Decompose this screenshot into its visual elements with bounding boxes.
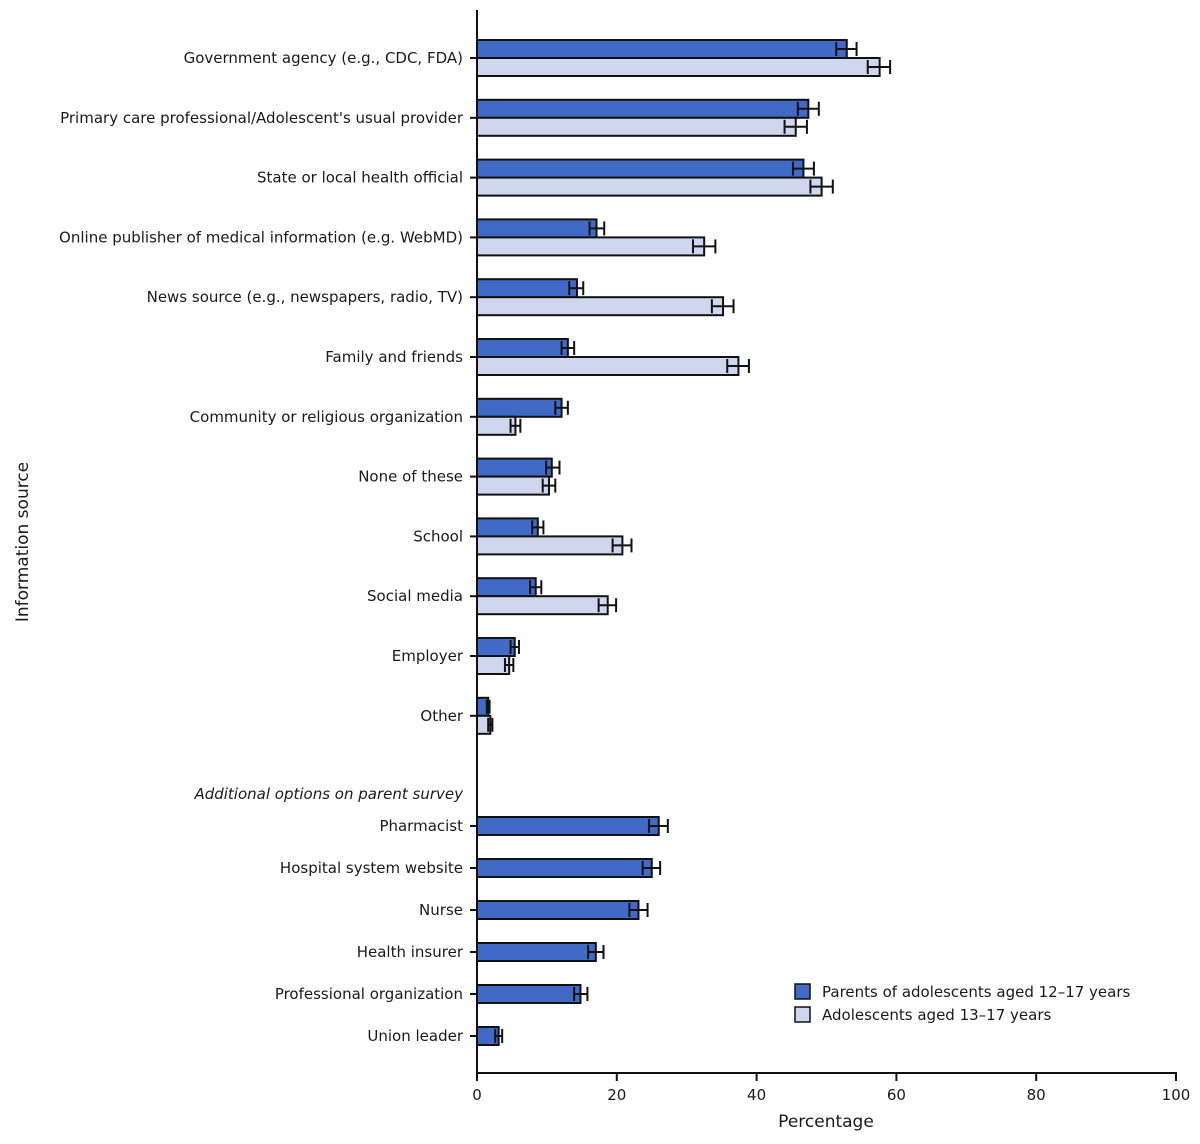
adolescents-bar [476, 236, 706, 257]
parents-error-bar [641, 861, 662, 875]
parents-bar [476, 338, 569, 358]
category-label: State or local health official [257, 169, 463, 187]
legend-label-parents: Parents of adolescents aged 12–17 years [822, 983, 1131, 1001]
parents-bar [476, 278, 578, 299]
category-label: Community or religious organization [190, 408, 463, 426]
parents-error-bar [554, 400, 569, 415]
x-ticks: 0 20 40 60 80 100 [472, 1073, 1190, 1104]
adolescents-bar [476, 57, 881, 77]
x-tick-label: 20 [607, 1086, 626, 1104]
category-label: Social media [367, 587, 463, 605]
parents-error-bar [647, 819, 669, 833]
category-label: Government agency (e.g., CDC, FDA) [184, 49, 463, 67]
parents-bar [476, 816, 660, 836]
parents-error-bar [509, 640, 520, 654]
category-label: Other [420, 707, 463, 725]
legend-swatch-adolescents [794, 1006, 811, 1023]
adolescents-error-bar [597, 598, 618, 613]
parents-bar [476, 900, 640, 920]
adolescents-bar [476, 296, 725, 317]
parents-bar [476, 942, 597, 962]
adolescents-error-bar [866, 60, 892, 74]
x-tick-label: 80 [1027, 1086, 1046, 1104]
category-label: Union leader [367, 1027, 463, 1045]
parents-bar [476, 637, 516, 657]
adolescents-error-bar [783, 119, 808, 134]
parents-error-bar [545, 460, 561, 475]
parents-error-bar [588, 221, 606, 236]
adolescents-error-bar [726, 359, 750, 373]
x-tick-label: 40 [747, 1086, 766, 1104]
adolescents-error-bar [611, 538, 633, 553]
parents-error-bar [587, 945, 605, 959]
category-label: None of these [358, 468, 463, 486]
adolescents-bar [476, 475, 550, 496]
parents-error-bar [628, 903, 649, 917]
adolescents-error-bar [509, 418, 522, 433]
category-label: Online publisher of medical information … [59, 228, 463, 246]
category-label: Pharmacist [379, 817, 463, 835]
parents-error-bar [560, 341, 576, 355]
parents-error-bar [494, 1029, 504, 1043]
parents-error-bar [485, 699, 491, 714]
y-axis-title: Information source [13, 462, 33, 622]
x-axis-title: Percentage [778, 1112, 874, 1132]
parents-bar [476, 984, 582, 1004]
parents-error-bar [568, 281, 585, 296]
category-label: Family and friends [325, 348, 463, 366]
adolescents-error-bar [487, 717, 494, 732]
legend-swatch-parents [794, 983, 811, 1000]
adolescents-bar [476, 116, 797, 137]
category-label: Primary care professional/Adolescent's u… [60, 109, 464, 127]
parents-bar [476, 858, 653, 878]
parents-error-bar [796, 101, 820, 116]
parents-bar [476, 577, 537, 598]
parents-bar [476, 158, 805, 179]
category-label: Nurse [419, 901, 463, 919]
category-label: Health insurer [357, 943, 464, 961]
adolescents-error-bar [541, 478, 557, 493]
adolescents-bar [476, 176, 823, 197]
parents-error-bar [835, 42, 858, 56]
section-label: Additional options on parent survey [193, 785, 464, 803]
adolescents-bar [476, 595, 609, 616]
category-label: School [413, 527, 463, 545]
category-label: News source (e.g., newspapers, radio, TV… [147, 288, 463, 306]
x-tick-label: 60 [887, 1086, 906, 1104]
adolescents-error-bar [691, 239, 717, 254]
category-label: Employer [392, 647, 464, 665]
parents-bar [476, 218, 598, 239]
category-labels: Government agency (e.g., CDC, FDA) Primar… [59, 49, 477, 1045]
bars-layer [476, 39, 892, 1046]
legend: Parents of adolescents aged 12–17 years … [794, 983, 1131, 1024]
parents-error-bar [573, 987, 589, 1001]
category-label: Professional organization [275, 985, 463, 1003]
category-label: Hospital system website [280, 859, 463, 877]
x-tick-label: 100 [1162, 1086, 1191, 1104]
adolescents-error-bar [710, 299, 735, 314]
parents-bar [476, 517, 539, 538]
parents-bar [476, 98, 810, 119]
adolescents-error-bar [503, 658, 515, 672]
parents-error-bar [531, 520, 545, 535]
parents-error-bar [529, 580, 543, 595]
parents-bar [476, 457, 553, 478]
adolescents-bar [476, 535, 624, 556]
x-tick-label: 0 [472, 1086, 482, 1104]
legend-label-adolescents: Adolescents aged 13–17 years [822, 1006, 1051, 1024]
adolescents-bar [476, 356, 740, 376]
parents-error-bar [791, 161, 815, 176]
adolescents-error-bar [809, 179, 834, 194]
parents-bar [476, 397, 563, 418]
parents-bar [476, 39, 848, 59]
